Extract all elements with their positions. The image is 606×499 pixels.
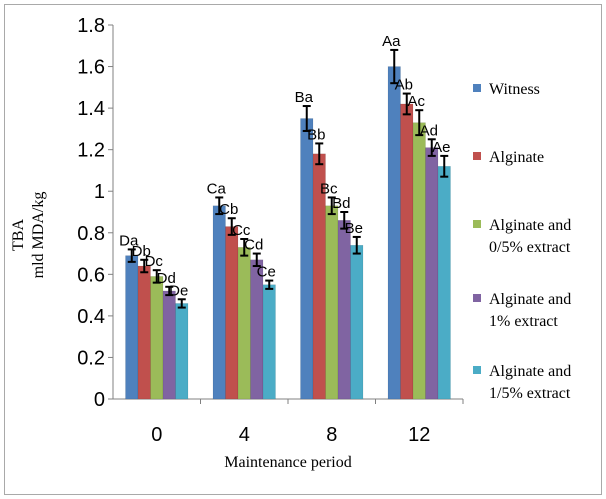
data-label: Ce <box>257 264 276 281</box>
bar <box>162 290 176 400</box>
bar <box>150 276 164 400</box>
bar <box>350 244 364 400</box>
bar <box>425 147 439 400</box>
y-tick-label: 0 <box>94 389 105 411</box>
x-tick-label: 8 <box>326 424 337 446</box>
data-label: Ac <box>407 93 425 110</box>
y-axis-label: TBA <box>10 219 27 251</box>
legend-label: Alginate <box>489 149 544 166</box>
y-tick-label: 1.8 <box>77 15 105 37</box>
bar <box>300 118 314 400</box>
y-tick-label: 0.8 <box>77 223 105 245</box>
x-tick-label: 4 <box>239 424 250 446</box>
legend-label: 1% extract <box>489 313 558 330</box>
y-tick-label: 1.6 <box>77 57 105 79</box>
data-label: Cd <box>244 237 263 254</box>
y-tick-label: 1.4 <box>77 98 105 120</box>
legend-swatch <box>473 220 481 228</box>
data-label: Bc <box>320 180 338 197</box>
y-tick-label: 1.2 <box>77 140 105 162</box>
bar <box>225 226 239 400</box>
bar <box>400 103 414 400</box>
bar <box>137 265 151 400</box>
chart-frame: 0 0.2 0.4 0.6 0.8 1 1.2 1.4 1.6 1.8 TBA mld MDA/kg 0… <box>4 4 602 495</box>
bar <box>237 247 251 400</box>
legend-swatch <box>473 294 481 302</box>
bar <box>175 303 189 400</box>
bar <box>262 284 276 400</box>
data-label: Da <box>119 232 139 249</box>
bar <box>250 259 264 400</box>
data-label: Db <box>132 243 151 260</box>
legend-label: Alginate and <box>489 363 571 380</box>
data-label: Ca <box>207 180 227 197</box>
data-label: Ae <box>432 139 450 156</box>
y-axis-label: mld MDA/kg <box>30 192 47 279</box>
data-label: Ad <box>420 122 438 139</box>
data-label: Cc <box>232 222 251 239</box>
legend-label: Alginate and <box>489 291 571 308</box>
bar <box>212 205 226 400</box>
legend-label: 0/5% extract <box>489 239 571 256</box>
legend-swatch <box>473 366 481 374</box>
legend-label: 1/5% extract <box>489 385 571 402</box>
data-label: Dc <box>145 253 164 270</box>
legend-label: Alginate and <box>489 217 571 234</box>
bar <box>412 122 426 400</box>
legend-label: Witness <box>489 81 540 98</box>
bar <box>337 220 351 400</box>
data-label: Bd <box>332 195 350 212</box>
bar <box>325 205 339 400</box>
data-label: Ab <box>395 77 413 94</box>
bar <box>437 166 451 400</box>
bar <box>125 255 139 400</box>
data-label: Cb <box>219 201 238 218</box>
x-tick-label: 0 <box>151 424 162 446</box>
data-label: De <box>169 282 188 299</box>
y-tick-label: 0.6 <box>77 264 105 286</box>
data-label: Dd <box>157 270 176 287</box>
data-label: Ba <box>295 89 314 106</box>
data-label: Bb <box>307 126 325 143</box>
tba-bar-chart: 0 0.2 0.4 0.6 0.8 1 1.2 1.4 1.6 1.8 TBA mld MDA/kg 0… <box>10 15 571 471</box>
bar <box>387 66 401 400</box>
y-tick-label: 0.2 <box>77 347 105 369</box>
legend-swatch <box>473 84 481 92</box>
y-tick-label: 1 <box>94 181 105 203</box>
legend-swatch <box>473 152 481 160</box>
y-tick-label: 0.4 <box>77 306 105 328</box>
data-label: Aa <box>382 33 401 50</box>
x-tick-label: 12 <box>408 424 430 446</box>
data-label: Be <box>345 220 363 237</box>
x-axis-label: Maintenance period <box>224 454 352 471</box>
